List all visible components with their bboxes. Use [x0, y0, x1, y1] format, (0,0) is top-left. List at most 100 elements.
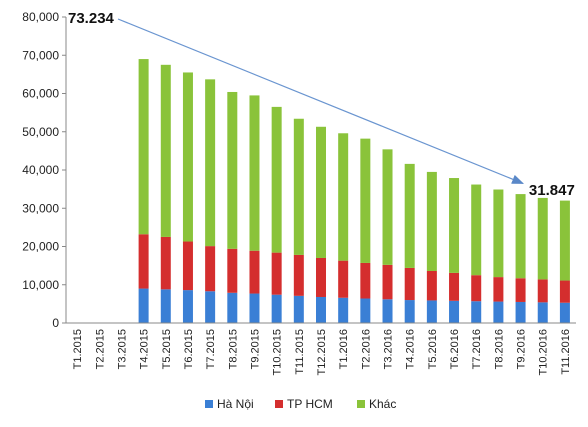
bar-segment — [249, 293, 260, 323]
x-tick-label: T9.2016 — [516, 329, 528, 369]
y-tick-label: 30,000 — [22, 201, 59, 215]
y-tick-label: 60,000 — [22, 87, 59, 101]
bar-segment — [382, 299, 393, 323]
x-tick-label: T10.2016 — [538, 329, 550, 375]
bar-segment — [449, 300, 460, 323]
bar-segment — [138, 234, 149, 289]
x-tick-label: T11.2016 — [560, 329, 572, 375]
x-tick-label: T9.2015 — [249, 329, 261, 369]
bar-segment — [360, 262, 371, 299]
bar-segment — [493, 277, 504, 302]
bar-segment — [471, 301, 482, 323]
bar-segment — [449, 178, 460, 273]
bar-segment — [493, 301, 504, 323]
bar-segment — [537, 197, 548, 280]
y-tick-label: 0 — [52, 316, 59, 330]
x-tick-label: T3.2016 — [383, 329, 395, 369]
x-tick-label: T11.2015 — [294, 329, 306, 375]
bar-segment — [316, 296, 326, 323]
bar-segment — [559, 280, 570, 303]
y-tick-label: 10,000 — [22, 278, 59, 292]
start-annotation: 73.234 — [68, 10, 115, 27]
bars — [138, 59, 570, 323]
bar-segment — [426, 171, 437, 271]
bar-segment — [160, 64, 171, 237]
bar-segment — [471, 275, 482, 302]
bar-segment — [515, 301, 526, 323]
bar-segment — [382, 149, 393, 265]
bar-segment — [449, 272, 460, 301]
bar-segment — [205, 246, 216, 292]
bar-segment — [182, 290, 193, 323]
y-tick-label: 80,000 — [22, 10, 59, 24]
x-tick-label: T1.2015 — [72, 329, 84, 369]
bar-segment — [227, 248, 238, 293]
bar-segment — [271, 294, 282, 323]
x-tick-label: T1.2016 — [338, 329, 350, 369]
legend: Hà Nội TP HCM Khác — [205, 397, 396, 411]
bar-segment — [182, 72, 193, 242]
bar-segment — [205, 291, 216, 323]
bar-segment — [471, 184, 482, 276]
bar-segment — [293, 254, 304, 296]
bar-segment — [316, 257, 326, 297]
x-tick-label: T3.2015 — [116, 329, 128, 369]
x-tick-label: T6.2016 — [449, 329, 461, 369]
x-tick-label: T5.2016 — [427, 329, 439, 369]
x-tick-label: T2.2015 — [94, 329, 106, 369]
y-axis: 0 10,000 20,000 30,000 40,000 50,000 60,000 70,… — [22, 10, 67, 330]
bar-segment — [515, 194, 526, 279]
bar-segment — [426, 300, 437, 323]
bar-segment — [293, 295, 304, 323]
x-tick-label: T10.2015 — [272, 329, 284, 375]
bar-segment — [493, 189, 504, 278]
bar-segment — [559, 200, 570, 281]
bar-segment — [271, 252, 282, 295]
bar-segment — [404, 163, 415, 268]
bar-segment — [316, 126, 326, 258]
y-tick-label: 70,000 — [22, 48, 59, 62]
bar-segment — [293, 118, 304, 255]
bar-segment — [249, 95, 260, 251]
bar-segment — [160, 289, 171, 323]
bar-segment — [426, 270, 437, 301]
bar-segment — [537, 302, 548, 323]
x-tick-label: T8.2015 — [227, 329, 239, 369]
bar-segment — [205, 79, 216, 247]
bar-segment — [404, 300, 415, 323]
x-tick-label: T12.2015 — [316, 329, 328, 375]
x-tick-label: T6.2015 — [183, 329, 195, 369]
x-tick-label: T2.2016 — [360, 329, 372, 369]
y-tick-label: 40,000 — [22, 163, 59, 177]
legend-label: TP HCM — [287, 397, 333, 411]
x-tick-label: T7.2016 — [471, 329, 483, 369]
bar-segment — [360, 298, 371, 323]
legend-label: Khác — [369, 397, 396, 411]
x-tick-label: T4.2015 — [139, 329, 151, 369]
legend-swatch — [275, 400, 283, 408]
bar-segment — [338, 260, 349, 298]
x-axis: T1.2015 T2.2015 T3.2015 T4.2015 T5.2015 T6.20… — [66, 322, 576, 375]
bar-segment — [160, 236, 171, 290]
bar-segment — [404, 267, 415, 301]
bar-segment — [138, 59, 149, 235]
bar-segment — [338, 297, 349, 323]
legend-label: Hà Nội — [217, 397, 254, 411]
bar-segment — [138, 288, 149, 323]
y-tick-label: 50,000 — [22, 125, 59, 139]
bar-segment — [227, 292, 238, 323]
trend-arrow — [117, 18, 525, 184]
x-tick-label: T7.2015 — [205, 329, 217, 369]
bar-segment — [249, 250, 260, 294]
bar-segment — [182, 241, 193, 291]
x-tick-label: T4.2016 — [405, 329, 417, 369]
y-tick-label: 20,000 — [22, 240, 59, 254]
bar-segment — [559, 302, 570, 323]
bar-segment — [515, 278, 526, 302]
bar-segment — [338, 133, 349, 261]
bar-segment — [382, 264, 393, 300]
end-annotation: 31.847 — [529, 182, 575, 199]
legend-swatch — [357, 400, 365, 408]
bar-segment — [227, 91, 238, 249]
